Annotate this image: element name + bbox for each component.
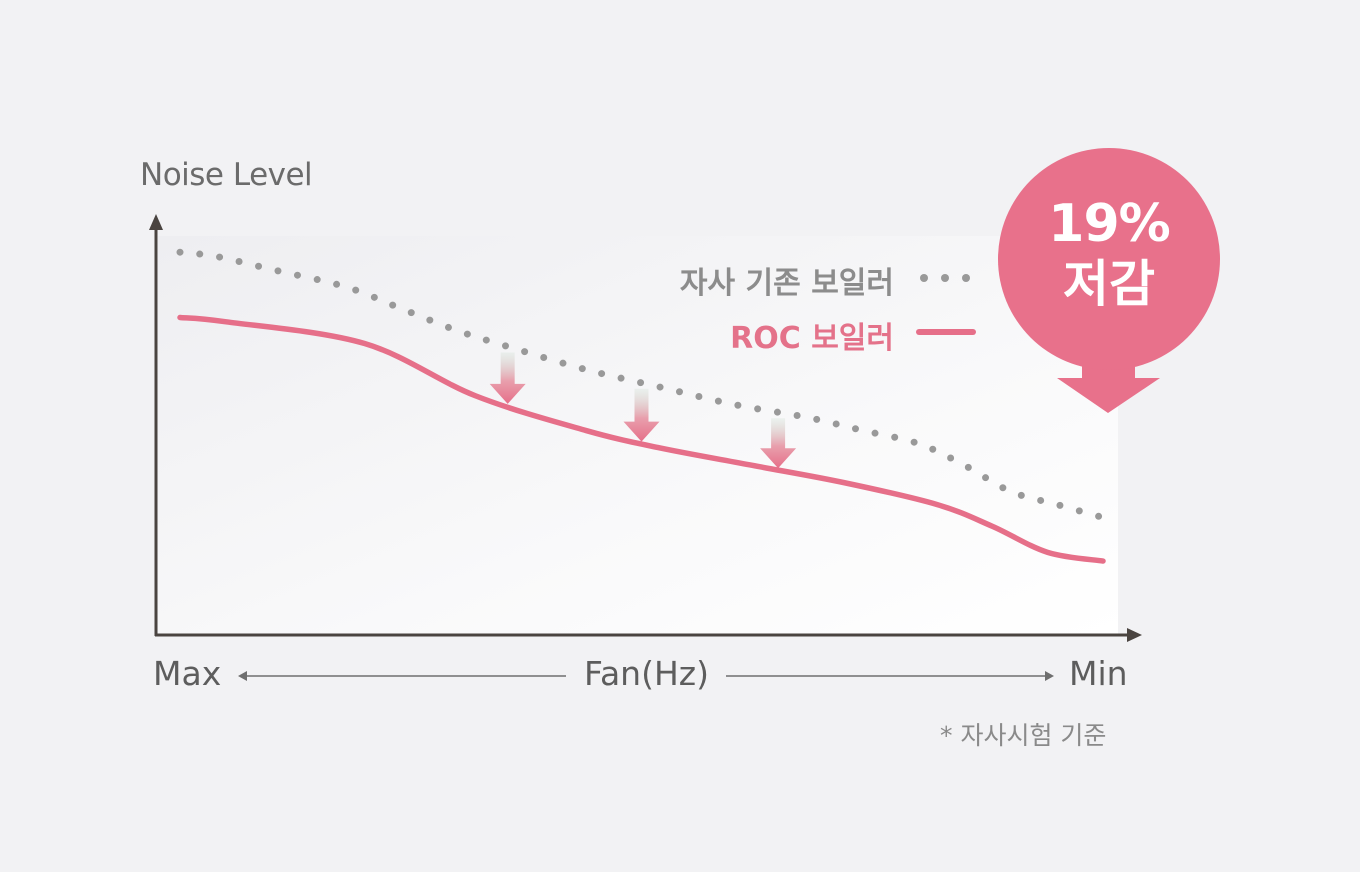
x-axis-arrow-icon bbox=[1127, 628, 1142, 642]
x-direction-left-arrow-icon bbox=[238, 671, 247, 681]
callout-value: 19% bbox=[1048, 194, 1170, 254]
reduction-arrow-2-icon bbox=[623, 388, 660, 442]
callout-label: 저감 bbox=[1063, 255, 1155, 313]
x-axis-max-label: Max bbox=[153, 654, 222, 693]
legend-roc-label: ROC 보일러 bbox=[730, 321, 894, 356]
y-axis-label: Noise Level bbox=[140, 157, 313, 193]
reduction-arrow-3-icon bbox=[760, 418, 797, 469]
reduction-arrow-1-icon bbox=[489, 352, 526, 404]
reduction-callout-badge: 19% 저감 bbox=[998, 148, 1220, 370]
legend-baseline-label: 자사 기존 보일러 bbox=[679, 266, 894, 301]
legend-baseline-swatch bbox=[920, 274, 970, 282]
x-axis-label: Fan(Hz) bbox=[584, 654, 709, 693]
x-axis-min-label: Min bbox=[1069, 654, 1128, 693]
series-roc-line bbox=[177, 314, 1106, 564]
y-axis-arrow-icon bbox=[149, 214, 163, 230]
series-baseline-line bbox=[176, 248, 1107, 522]
x-direction-right-arrow-icon bbox=[1045, 671, 1054, 681]
footnote: * 자사시험 기준 bbox=[940, 721, 1107, 750]
callout-arrow-icon bbox=[1057, 355, 1160, 413]
